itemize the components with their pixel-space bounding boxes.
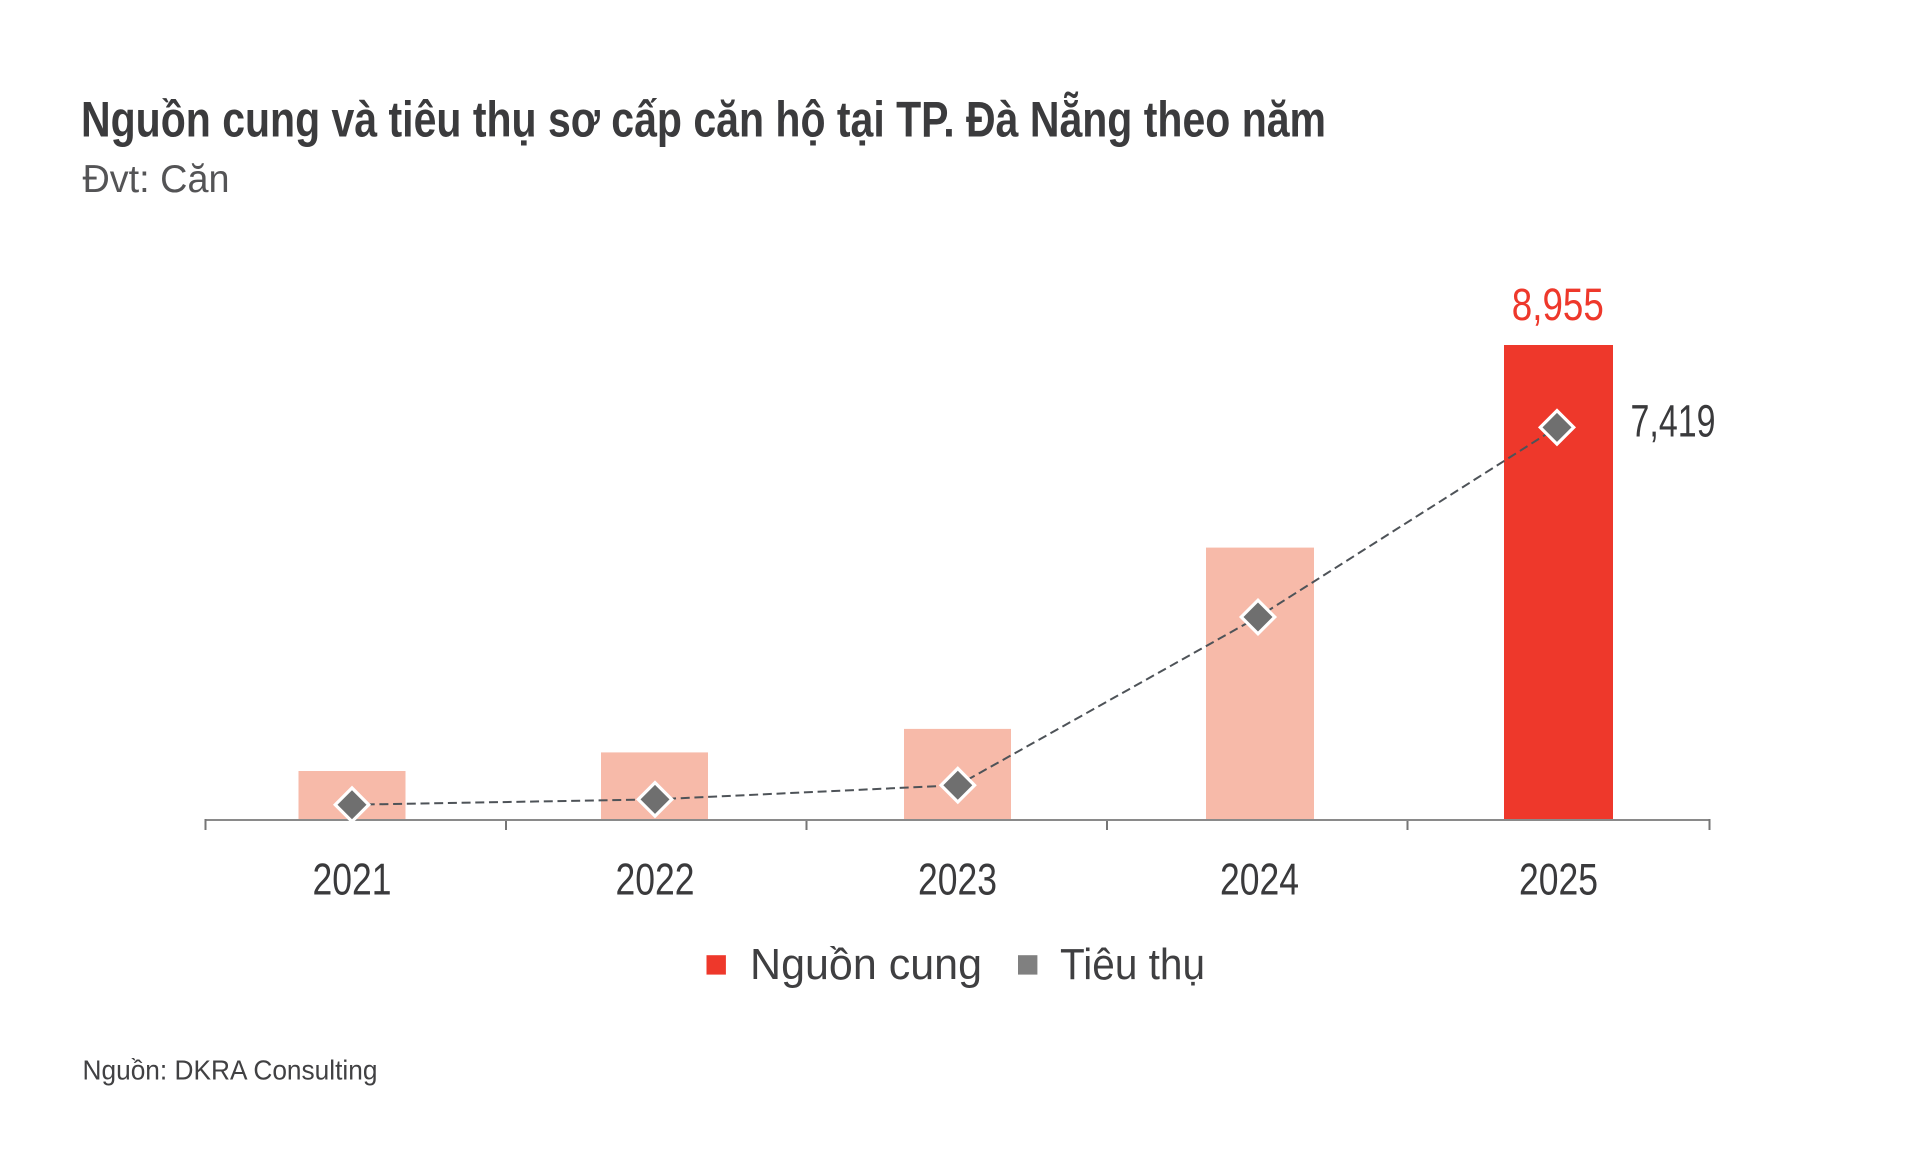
svg-text:2024: 2024 bbox=[1220, 856, 1299, 905]
svg-text:8,955: 8,955 bbox=[1512, 279, 1604, 330]
svg-text:Nguồn cung và tiêu thụ sơ cấp: Nguồn cung và tiêu thụ sơ cấp căn hộ tại… bbox=[81, 91, 1326, 148]
svg-text:Nguồn: DKRA Consulting: Nguồn: DKRA Consulting bbox=[83, 1055, 378, 1086]
svg-text:2022: 2022 bbox=[616, 856, 695, 905]
svg-text:2023: 2023 bbox=[918, 856, 997, 905]
svg-text:2025: 2025 bbox=[1519, 856, 1598, 905]
svg-text:2021: 2021 bbox=[313, 856, 392, 905]
svg-text:Nguồn cung: Nguồn cung bbox=[750, 940, 982, 989]
svg-text:7,419: 7,419 bbox=[1631, 396, 1716, 447]
svg-text:Đvt: Căn: Đvt: Căn bbox=[83, 158, 230, 201]
svg-text:Tiêu thụ: Tiêu thụ bbox=[1060, 940, 1205, 989]
